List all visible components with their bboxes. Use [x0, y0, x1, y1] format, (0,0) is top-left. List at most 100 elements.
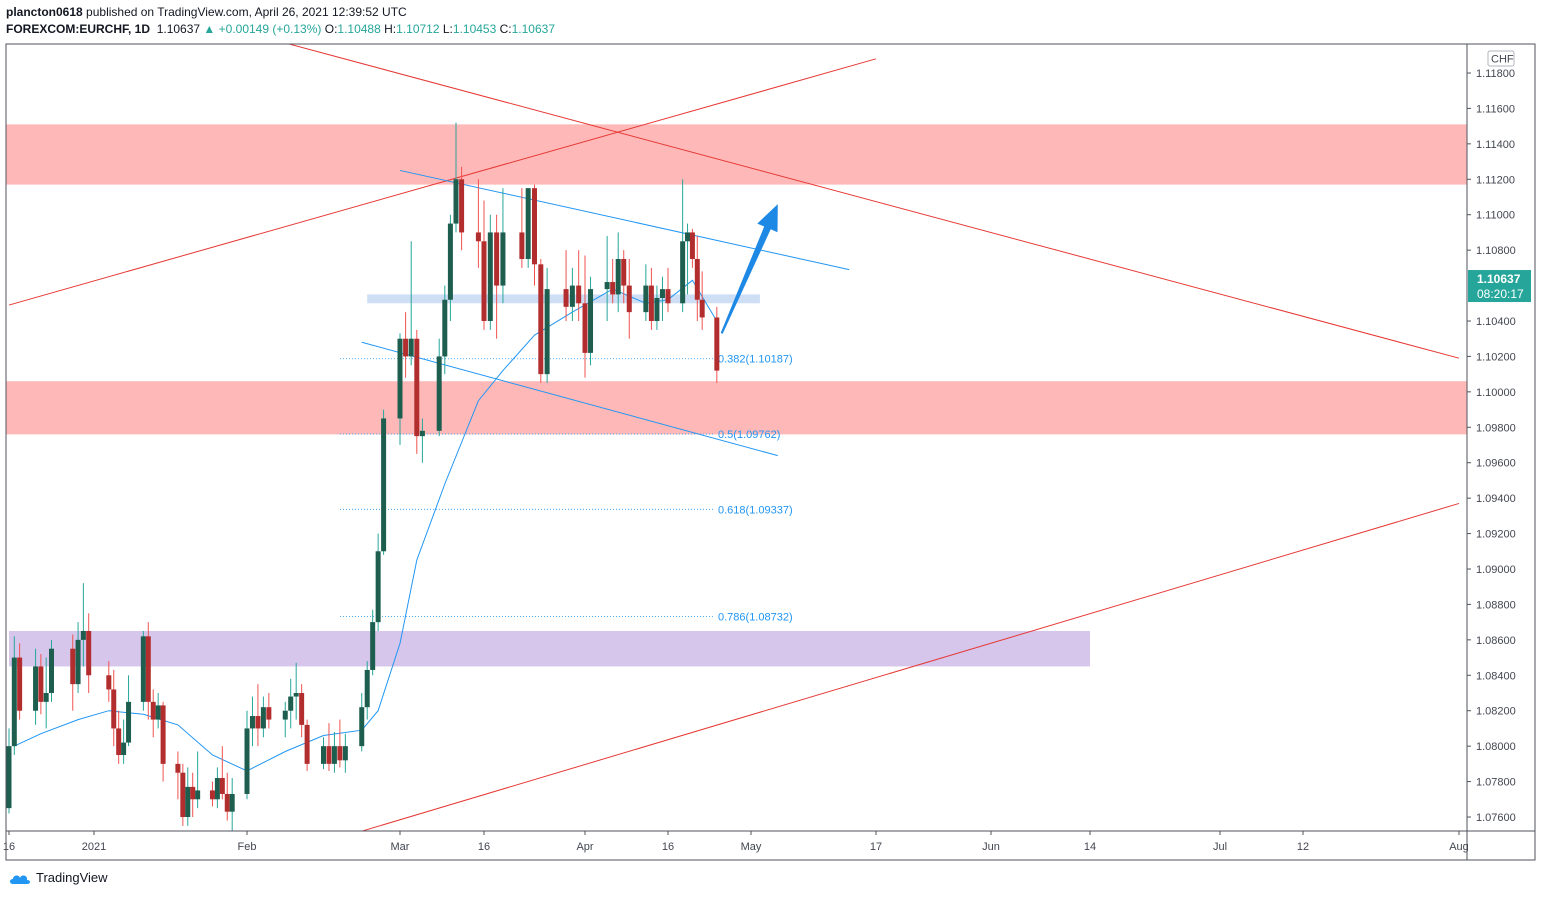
candle-body: [544, 289, 550, 375]
candle-body: [381, 418, 387, 552]
candle: [532, 184, 537, 286]
author-name[interactable]: plancton0618: [6, 5, 83, 19]
cloud-icon: [10, 874, 30, 884]
candle-body: [689, 232, 695, 259]
candle: [244, 710, 250, 800]
time-tick-label: 14: [1084, 841, 1096, 853]
candle-body: [17, 657, 23, 711]
time-tick-label: 2021: [82, 841, 106, 853]
candle: [359, 693, 365, 752]
time-tick-label: Aug: [1449, 841, 1469, 853]
blue-channel-top: [399, 169, 850, 271]
candle-body: [150, 701, 156, 720]
tradingview-logo[interactable]: TradingView: [8, 870, 108, 885]
price-tick-label: 1.08000: [1476, 741, 1516, 753]
price-tick-label: 1.08200: [1476, 706, 1516, 718]
ohlc-legend: FOREXCOM:EURCHF, 1D 1.10637 ▲ +0.00149 (…: [6, 22, 555, 36]
candle-body: [38, 666, 44, 702]
publish-line: published on TradingView.com, April 26, …: [86, 5, 407, 19]
chart-frame: [5, 43, 1536, 861]
candle: [685, 223, 691, 295]
candle: [75, 622, 81, 693]
candle: [576, 250, 582, 321]
candle-body: [260, 707, 266, 729]
candle: [364, 661, 370, 720]
candle-body: [121, 742, 127, 755]
candle: [185, 767, 191, 826]
candle-body: [190, 786, 196, 800]
candle-body: [680, 241, 686, 304]
time-tick-label: Feb: [238, 841, 257, 853]
candle-body: [111, 689, 117, 729]
candle: [17, 643, 23, 720]
candle: [70, 634, 76, 711]
change-value: ▲ +0.00149 (+0.13%): [203, 22, 322, 36]
price-tick-label: 1.10800: [1476, 245, 1516, 257]
symbol-label[interactable]: FOREXCOM:EURCHF, 1D: [6, 22, 151, 36]
candle: [111, 669, 117, 747]
candle-body: [525, 188, 531, 259]
price-tick-label: 1.11200: [1476, 174, 1515, 186]
candle: [195, 751, 201, 809]
candle-body: [494, 232, 500, 286]
candle-body: [370, 622, 376, 670]
candle-body: [419, 430, 425, 437]
candle: [582, 255, 588, 378]
candle-body: [342, 746, 348, 761]
candle-body: [397, 338, 403, 419]
candle: [381, 409, 387, 555]
candle: [694, 235, 700, 321]
publish-info: plancton0618 published on TradingView.co…: [6, 5, 407, 19]
price-tick-label: 1.09000: [1476, 564, 1516, 576]
candle: [266, 693, 272, 729]
countdown-label: 08:20:17: [1477, 287, 1524, 301]
candle: [249, 696, 255, 747]
candle-body: [80, 631, 86, 640]
candle: [140, 631, 146, 711]
candle-body: [116, 728, 122, 755]
price-tick-label: 1.07600: [1476, 812, 1516, 824]
candle-body: [699, 299, 705, 318]
close-value: 1.10637: [511, 22, 556, 36]
candle-body: [576, 285, 582, 304]
candle-body: [299, 693, 305, 725]
last-price-box: [1468, 270, 1531, 303]
candle-body: [375, 551, 381, 623]
candle-body: [145, 636, 151, 702]
candle-body: [155, 705, 161, 720]
high-value: 1.10712: [396, 22, 440, 36]
candle: [190, 772, 196, 817]
candle-body: [249, 716, 255, 729]
price-tick-label: 1.11800: [1476, 68, 1515, 80]
candle-body: [648, 285, 654, 321]
currency-badge: CHF: [1491, 54, 1514, 66]
candle-body: [175, 763, 181, 773]
red-line-falling: [287, 44, 1460, 359]
candle: [419, 418, 425, 463]
time-tick-label: Mar: [391, 841, 410, 853]
price-tick-label: 1.10200: [1476, 351, 1516, 363]
candle-body: [6, 746, 12, 809]
candle: [150, 689, 156, 738]
candle-body: [610, 282, 616, 295]
candle: [219, 746, 225, 800]
candle-body: [106, 675, 112, 690]
price-tick-label: 1.11600: [1476, 103, 1515, 115]
candle-body: [519, 232, 525, 259]
candle-body: [563, 289, 569, 307]
candle-body: [229, 793, 235, 812]
time-tick-label: 17: [870, 841, 882, 853]
candle: [500, 188, 506, 304]
candle: [588, 276, 594, 366]
brand-label: TradingView: [36, 870, 108, 885]
red-line-rising-upper: [8, 58, 877, 306]
candle: [442, 285, 448, 375]
candle-body: [475, 232, 481, 242]
candle-body: [414, 338, 420, 437]
candle: [180, 763, 186, 826]
candle-body: [326, 746, 332, 764]
candle: [304, 719, 310, 771]
candle: [654, 285, 660, 330]
fib-label: 0.382(1.10187): [718, 354, 793, 366]
